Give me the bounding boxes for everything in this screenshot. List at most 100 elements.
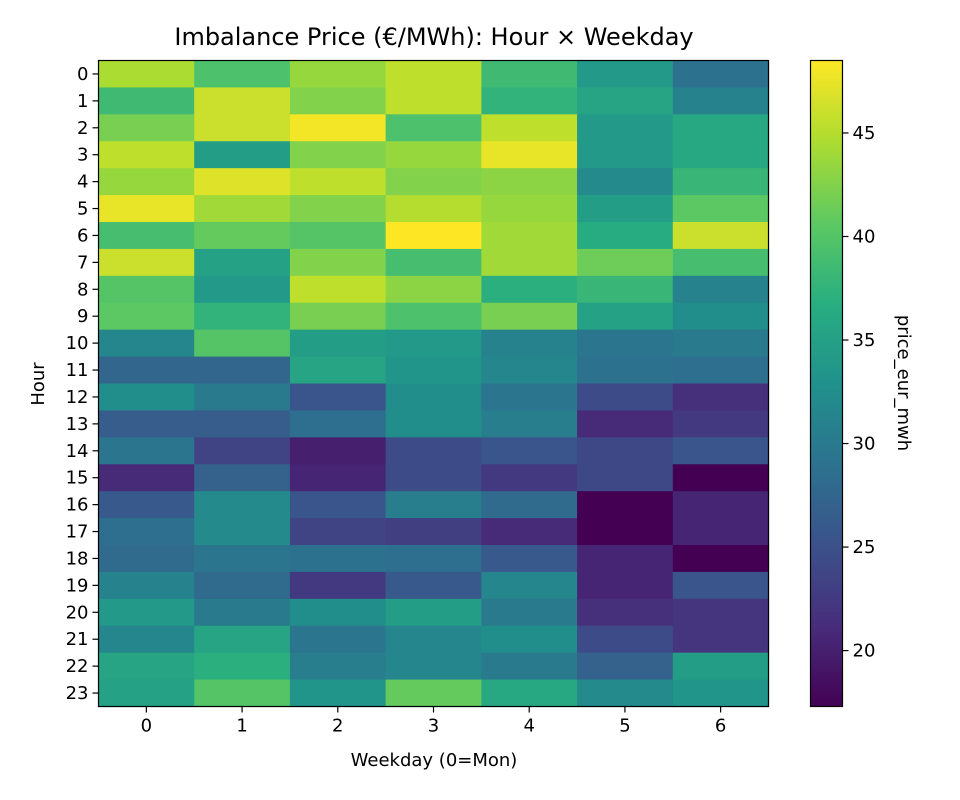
heatmap-cell <box>385 679 482 708</box>
heatmap-cell <box>194 248 291 277</box>
x-tick-label: 2 <box>332 716 343 737</box>
colorbar <box>809 59 844 708</box>
heatmap-cell <box>481 302 578 331</box>
heatmap-cell <box>289 195 387 223</box>
heatmap-cell <box>194 545 291 573</box>
x-tick-label: 0 <box>141 716 152 737</box>
y-tick-label: 18 <box>66 548 89 569</box>
colorbar-tick-label: 35 <box>853 330 876 351</box>
heatmap-cell <box>98 114 195 142</box>
heatmap-cell <box>577 356 674 385</box>
heatmap-cell <box>385 195 482 223</box>
heatmap-cell <box>98 383 195 412</box>
heatmap-cell <box>385 302 482 331</box>
heatmap-cell <box>481 383 578 412</box>
heatmap-cell <box>194 222 291 250</box>
heatmap-cell <box>672 302 770 331</box>
heatmap-cell <box>289 652 387 681</box>
heatmap-cell <box>98 491 195 519</box>
heatmap-cell <box>672 329 770 358</box>
heatmap-cell <box>385 598 482 627</box>
heatmap-cell <box>577 168 674 196</box>
colorbar-tick-label: 45 <box>853 123 876 144</box>
heatmap-cell <box>481 195 578 223</box>
heatmap-cell <box>98 598 195 627</box>
x-tick-label: 3 <box>428 716 439 737</box>
heatmap-cell <box>194 491 291 519</box>
heatmap-cell <box>577 491 674 519</box>
y-tick-label: 21 <box>66 629 89 650</box>
heatmap-cell <box>194 302 291 331</box>
heatmap-cell <box>385 248 482 277</box>
heatmap-cell <box>672 410 770 438</box>
heatmap-cell <box>385 491 482 519</box>
heatmap-cell <box>672 625 770 654</box>
heatmap-cell <box>289 87 387 115</box>
heatmap-cell <box>98 195 195 223</box>
heatmap-cell <box>289 598 387 627</box>
heatmap-cell <box>194 195 291 223</box>
heatmap-cell <box>481 356 578 385</box>
heatmap-cell <box>289 571 387 600</box>
y-tick-label: 4 <box>77 172 88 193</box>
heatmap-cell <box>385 437 482 465</box>
heatmap-cell <box>98 545 195 573</box>
heatmap-cell <box>385 652 482 681</box>
colorbar-label: price_eur_mwh <box>893 315 914 451</box>
heatmap-cell <box>289 383 387 412</box>
heatmap-cell <box>98 356 195 385</box>
y-tick-label: 13 <box>66 414 89 435</box>
y-tick-label: 20 <box>66 602 89 623</box>
heatmap-cell <box>194 141 291 169</box>
heatmap-cell <box>194 356 291 385</box>
heatmap-cell <box>289 141 387 169</box>
heatmap-cell <box>289 464 387 492</box>
heatmap-cell <box>577 248 674 277</box>
heatmap-cell <box>194 679 291 708</box>
heatmap-cell <box>289 275 387 304</box>
heatmap-cell <box>289 168 387 196</box>
heatmap-cell <box>577 302 674 331</box>
heatmap-cell <box>289 248 387 277</box>
heatmap-cell <box>672 248 770 277</box>
heatmap-cell <box>385 518 482 546</box>
heatmap-cell <box>194 60 291 89</box>
heatmap-cell <box>481 329 578 358</box>
heatmap-cell <box>577 329 674 358</box>
heatmap-cell <box>672 141 770 169</box>
y-tick-label: 6 <box>77 225 88 246</box>
heatmap-cell <box>194 437 291 465</box>
y-tick-label: 3 <box>77 145 88 166</box>
heatmap-cell <box>577 625 674 654</box>
y-tick-label: 2 <box>77 118 88 139</box>
heatmap-cell <box>577 383 674 412</box>
heatmap-cell <box>98 248 195 277</box>
heatmap-cell <box>577 222 674 250</box>
heatmap-cell <box>481 679 578 708</box>
heatmap-cell <box>481 275 578 304</box>
heatmap-cell <box>289 545 387 573</box>
heatmap-cell <box>672 437 770 465</box>
y-tick-label: 7 <box>77 252 88 273</box>
heatmap-cell <box>98 87 195 115</box>
heatmap-cell <box>289 329 387 358</box>
heatmap-cell <box>289 679 387 708</box>
heatmap-cell <box>481 141 578 169</box>
heatmap-cell <box>481 437 578 465</box>
heatmap-cell <box>481 87 578 115</box>
heatmap-cell <box>672 491 770 519</box>
heatmap-cell <box>672 356 770 385</box>
heatmap-cells <box>98 60 770 708</box>
heatmap-cell <box>385 168 482 196</box>
colorbar-tick-label: 40 <box>853 226 876 247</box>
y-tick-label: 10 <box>66 333 89 354</box>
y-tick-label: 23 <box>66 683 89 704</box>
heatmap-cell <box>289 625 387 654</box>
y-tick-label: 22 <box>66 656 89 677</box>
heatmap-cell <box>481 625 578 654</box>
heatmap-cell <box>577 518 674 546</box>
y-tick-label: 11 <box>66 360 89 381</box>
heatmap-cell <box>289 491 387 519</box>
heatmap-cell <box>385 275 482 304</box>
heatmap-cell <box>481 491 578 519</box>
